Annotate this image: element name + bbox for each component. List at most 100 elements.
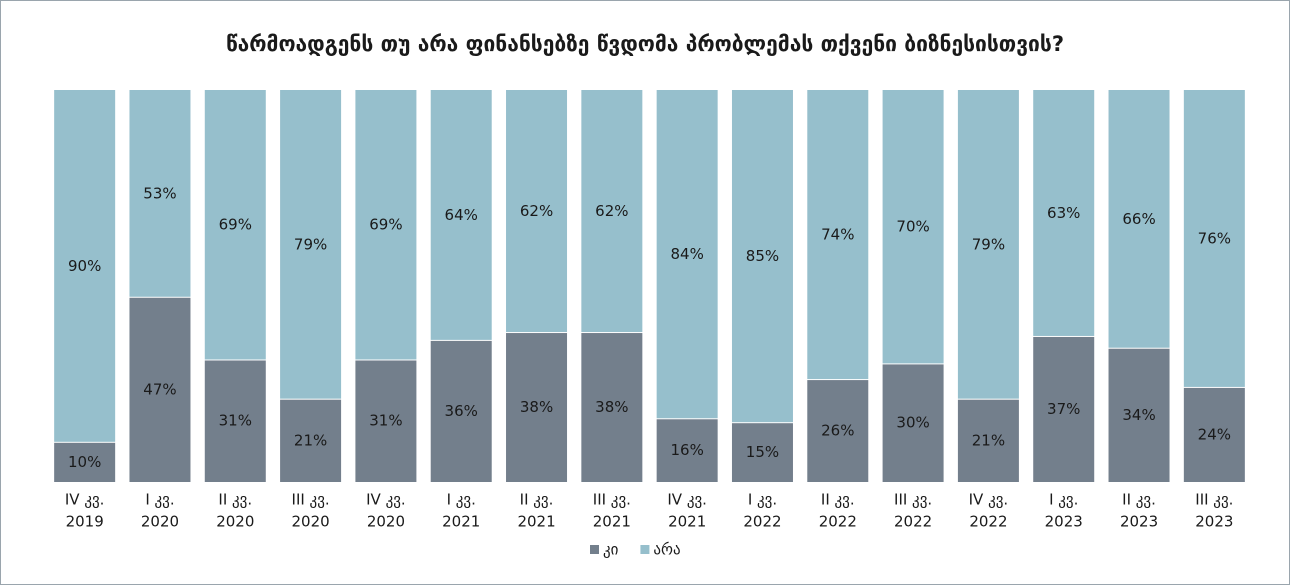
x-tick-label: 2019	[66, 513, 104, 531]
chart-title: წარმოადგენს თუ არა ფინანსებზე წვდომა პრო…	[226, 32, 1064, 56]
bar-segment	[54, 442, 116, 482]
bar-segment	[882, 364, 944, 482]
x-tick-label: 2022	[819, 513, 857, 531]
data-label: 76%	[1198, 229, 1231, 247]
x-tick-label: 2022	[894, 513, 932, 531]
bar-segment	[731, 423, 793, 482]
data-label: 30%	[896, 414, 929, 432]
x-tick-label: 2023	[1120, 513, 1158, 531]
bar-segment	[129, 90, 191, 297]
bar-segment	[957, 399, 1019, 482]
data-label: 37%	[1047, 400, 1080, 418]
bar-segment	[1108, 90, 1170, 348]
data-label: 62%	[520, 202, 553, 220]
bar-segment	[506, 90, 568, 333]
data-label: 53%	[143, 184, 176, 202]
data-label: 34%	[1122, 406, 1155, 424]
bar-segment	[355, 360, 417, 482]
data-label: 79%	[972, 235, 1005, 253]
data-label: 31%	[369, 412, 402, 430]
x-tick-label: III კვ.	[1195, 491, 1233, 509]
data-label: 69%	[369, 216, 402, 234]
bar-segment	[581, 333, 643, 482]
data-label: 74%	[821, 226, 854, 244]
data-label: 90%	[68, 257, 101, 275]
x-tick-label: III კვ.	[593, 491, 631, 509]
x-tick-label: 2022	[969, 513, 1007, 531]
x-tick-label: II კვ.	[218, 491, 252, 509]
x-tick-label: I კვ.	[145, 491, 174, 509]
bar-segment	[1033, 90, 1095, 336]
data-label: 16%	[670, 441, 703, 459]
x-tick-label: 2020	[141, 513, 179, 531]
x-tick-label: 2021	[442, 513, 480, 531]
x-tick-label: 2020	[292, 513, 330, 531]
bar-segment	[129, 297, 191, 482]
bar-segment	[506, 333, 568, 482]
bar-segment	[656, 419, 718, 482]
data-label: 38%	[595, 398, 628, 416]
data-label: 26%	[821, 422, 854, 440]
bar-segment	[355, 90, 417, 360]
x-tick-label: III კვ.	[292, 491, 330, 509]
data-label: 63%	[1047, 204, 1080, 222]
x-tick-label: 2021	[593, 513, 631, 531]
x-tick-label: I კვ.	[748, 491, 777, 509]
x-tick-label: I კვ.	[1049, 491, 1078, 509]
data-label: 15%	[746, 443, 779, 461]
data-label: 84%	[670, 245, 703, 263]
x-tick-label: 2020	[216, 513, 254, 531]
x-tick-label: IV კვ.	[366, 491, 406, 509]
x-tick-label: II კვ.	[821, 491, 855, 509]
x-tick-label: 2022	[743, 513, 781, 531]
x-tick-label: II კვ.	[520, 491, 554, 509]
x-tick-label: IV კვ.	[65, 491, 105, 509]
legend-swatch	[640, 545, 650, 554]
legend-swatch	[590, 545, 599, 554]
bar-segment	[1108, 348, 1170, 482]
data-label: 79%	[294, 235, 327, 253]
data-label: 64%	[445, 206, 478, 224]
data-label: 31%	[219, 412, 252, 430]
data-label: 24%	[1198, 425, 1231, 443]
x-tick-label: 2020	[367, 513, 405, 531]
bar-segment	[430, 90, 492, 340]
x-tick-label: 2023	[1195, 513, 1233, 531]
bar-segment	[957, 90, 1019, 399]
bar-segment	[656, 90, 718, 419]
data-label: 62%	[595, 202, 628, 220]
x-tick-label: 2023	[1045, 513, 1083, 531]
bar-segment	[54, 90, 116, 442]
data-label: 66%	[1122, 210, 1155, 228]
x-tick-label: III კვ.	[894, 491, 932, 509]
data-label: 21%	[972, 431, 1005, 449]
x-tick-label: I კვ.	[447, 491, 476, 509]
bar-segment	[807, 90, 869, 380]
bar-segment	[807, 380, 869, 482]
bar-segment	[731, 90, 793, 423]
data-label: 70%	[896, 218, 929, 236]
data-label: 10%	[68, 453, 101, 471]
data-label: 47%	[143, 380, 176, 398]
data-label: 38%	[520, 398, 553, 416]
bar-segment	[204, 90, 266, 360]
legend-label: კი	[603, 541, 619, 559]
bar-segment	[280, 399, 342, 482]
data-label: 69%	[219, 216, 252, 234]
data-label: 85%	[746, 247, 779, 265]
bar-segment	[581, 90, 643, 333]
data-label: 21%	[294, 431, 327, 449]
bar-segment	[280, 90, 342, 399]
bar-segment	[882, 90, 944, 364]
x-tick-label: IV კვ.	[969, 491, 1009, 509]
x-tick-label: 2021	[668, 513, 706, 531]
bar-segment	[1183, 90, 1245, 387]
bar-segment	[430, 340, 492, 482]
x-tick-label: IV კვ.	[667, 491, 707, 509]
bar-segment	[1183, 387, 1245, 482]
legend-label: არა	[653, 541, 680, 559]
x-tick-label: 2021	[517, 513, 555, 531]
bar-segment	[204, 360, 266, 482]
